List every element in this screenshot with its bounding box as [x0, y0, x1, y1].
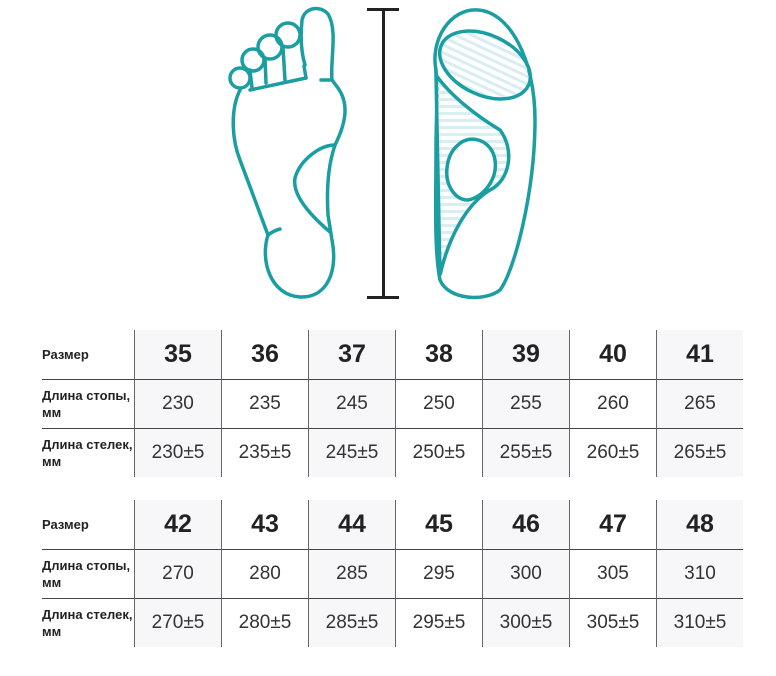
size-cell: 36: [221, 330, 309, 379]
foot-length-cell: 260: [569, 378, 657, 428]
insole-icon: [433, 8, 537, 300]
size-table-2: Размер 42 43 44 45 46 47 48 Длина стопы,…: [42, 500, 743, 647]
insole-length-row: Длина стелек, мм 230±5 235±5 245±5 250±5…: [42, 427, 743, 477]
foot-length-cell: 285: [308, 548, 396, 598]
length-scale-bar: [382, 10, 385, 298]
row-label: Размер: [42, 346, 89, 362]
insole-length-cell: 230±5: [134, 427, 222, 477]
foot-length-cell: 235: [221, 378, 309, 428]
foot-length-cell: 305: [569, 548, 657, 598]
insole-length-cell: 300±5: [482, 597, 570, 647]
insole-length-cell: 235±5: [221, 427, 309, 477]
size-cell: 39: [482, 330, 570, 379]
row-label: Длина стелек, мм: [42, 427, 135, 477]
insole-length-cell: 280±5: [221, 597, 309, 647]
size-cell: 41: [656, 330, 743, 379]
insole-length-cell: 265±5: [656, 427, 743, 477]
foot-length-cell: 280: [221, 548, 309, 598]
row-label: Длина стопы, мм: [42, 548, 135, 598]
foot-length-cell: 265: [656, 378, 743, 428]
size-cell: 35: [134, 330, 222, 379]
foot-length-cell: 270: [134, 548, 222, 598]
insole-length-cell: 305±5: [569, 597, 657, 647]
row-label: Длина стопы, мм: [42, 378, 135, 428]
foot-length-cell: 250: [395, 378, 483, 428]
size-table-1: Размер 35 36 37 38 39 40 41 Длина стопы,…: [42, 330, 743, 477]
size-cell: 45: [395, 500, 483, 549]
size-cell: 37: [308, 330, 396, 379]
size-cell: 48: [656, 500, 743, 549]
size-row: Размер 42 43 44 45 46 47 48: [42, 500, 743, 549]
foot-length-cell: 245: [308, 378, 396, 428]
insole-length-cell: 245±5: [308, 427, 396, 477]
size-cell: 40: [569, 330, 657, 379]
size-cell: 42: [134, 500, 222, 549]
row-label: Длина стелек, мм: [42, 597, 135, 647]
size-cell: 38: [395, 330, 483, 379]
size-cell: 47: [569, 500, 657, 549]
size-cell: 43: [221, 500, 309, 549]
size-cell: 46: [482, 500, 570, 549]
foot-length-row: Длина стопы, мм 270 280 285 295 300 305 …: [42, 548, 743, 598]
foot-length-cell: 300: [482, 548, 570, 598]
insole-length-cell: 250±5: [395, 427, 483, 477]
insole-length-cell: 260±5: [569, 427, 657, 477]
foot-icon: [228, 6, 347, 299]
foot-length-row: Длина стопы, мм 230 235 245 250 255 260 …: [42, 378, 743, 428]
foot-length-cell: 310: [656, 548, 743, 598]
insole-length-cell: 270±5: [134, 597, 222, 647]
foot-and-insole-illustration: [228, 6, 537, 300]
foot-length-cell: 230: [134, 378, 222, 428]
insole-length-cell: 310±5: [656, 597, 743, 647]
insole-length-cell: 285±5: [308, 597, 396, 647]
size-row: Размер 35 36 37 38 39 40 41: [42, 330, 743, 379]
foot-length-cell: 295: [395, 548, 483, 598]
insole-length-row: Длина стелек, мм 270±5 280±5 285±5 295±5…: [42, 597, 743, 647]
insole-length-cell: 255±5: [482, 427, 570, 477]
foot-length-cell: 255: [482, 378, 570, 428]
row-label: Размер: [42, 516, 89, 532]
insole-length-cell: 295±5: [395, 597, 483, 647]
size-cell: 44: [308, 500, 396, 549]
